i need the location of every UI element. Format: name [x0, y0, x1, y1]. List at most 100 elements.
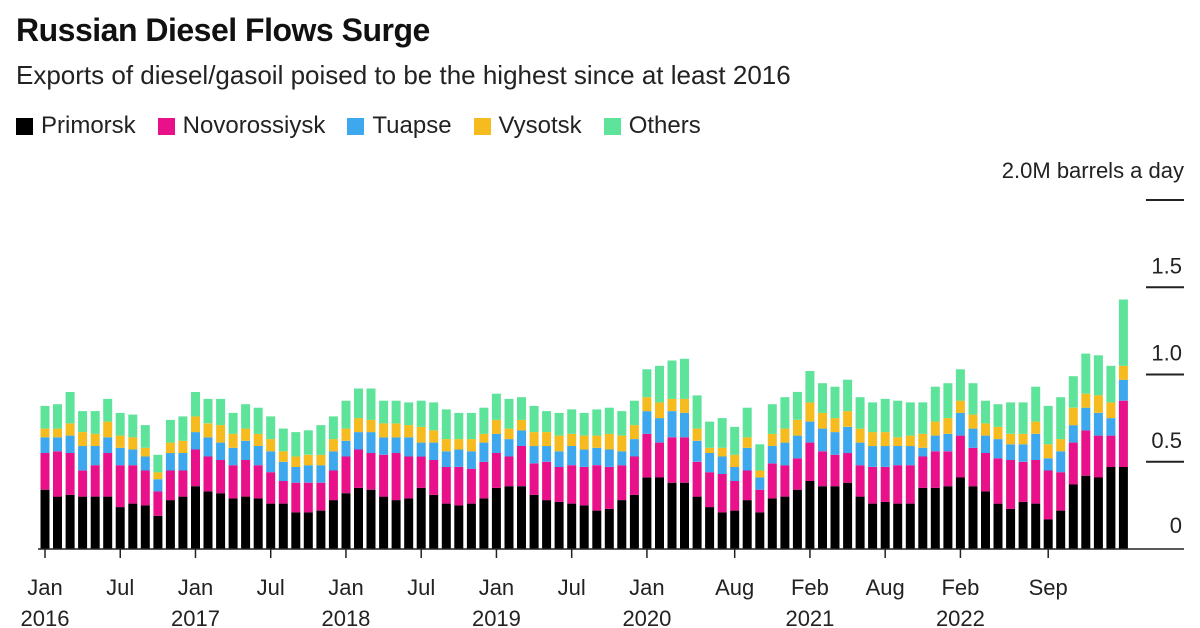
bar-segment-primorsk [203, 491, 213, 549]
bar-segment-tuapse [140, 456, 150, 471]
bar-segment-others [981, 400, 990, 424]
bar-segment-vysotsk [291, 456, 301, 467]
bar-segment-others [228, 412, 238, 434]
x-tick-label-month: Jul [257, 575, 285, 600]
bar-segment-novorossiysk [918, 456, 928, 488]
bar-segment-primorsk [1006, 508, 1016, 549]
bar-segment-tuapse [278, 461, 288, 481]
bar-segment-novorossiysk [1081, 430, 1091, 476]
bar-segment-vysotsk [918, 433, 928, 448]
legend-swatch-primorsk [16, 117, 33, 135]
bar-segment-primorsk [604, 508, 614, 549]
bar-segment-novorossiysk [53, 451, 62, 497]
bar-segment-tuapse [893, 446, 903, 466]
bar-segment-others [404, 402, 414, 426]
x-tick-label-month: Jan [629, 575, 664, 600]
bar-segment-vysotsk [466, 439, 476, 452]
bar-segment-others [1056, 397, 1066, 440]
bar-segment-primorsk [140, 505, 150, 549]
bar-segment-novorossiysk [128, 465, 138, 504]
bar-segment-tuapse [742, 447, 752, 471]
bar-segment-vysotsk [328, 439, 338, 452]
bar-segment-novorossiysk [529, 463, 539, 495]
x-tick-label-year: 2021 [785, 606, 834, 628]
bar-segment-vysotsk [667, 398, 677, 412]
bar-segment-others [905, 402, 915, 436]
bar-segment-tuapse [1081, 407, 1091, 431]
bar-segment-primorsk [266, 503, 276, 549]
bar-segment-primorsk [366, 489, 376, 549]
bar-segment-vysotsk [1006, 433, 1016, 445]
bar-segment-others [266, 416, 276, 440]
bar-segment-others [303, 430, 313, 455]
bar-segment-others [1043, 405, 1053, 445]
bar-segment-novorossiysk [216, 460, 226, 494]
bar-segment-primorsk [830, 486, 840, 549]
legend-item-tuapse: Tuapse [347, 112, 452, 140]
bar-segment-novorossiysk [730, 480, 740, 511]
bar-segment-novorossiysk [880, 467, 890, 502]
bar-segment-tuapse [868, 446, 878, 467]
bar-segment-vysotsk [730, 454, 740, 467]
bar-segment-tuapse [604, 449, 614, 467]
bar-segment-primorsk [592, 510, 602, 549]
bar-segment-others [604, 407, 614, 434]
bar-segment-vysotsk [429, 430, 439, 443]
bar-segment-vysotsk [617, 435, 627, 452]
bar-segment-vysotsk [1056, 439, 1066, 452]
bar-segment-primorsk [617, 500, 627, 549]
bar-segment-novorossiysk [103, 453, 113, 497]
x-tick-label-month: Jul [407, 575, 435, 600]
bar-segment-novorossiysk [780, 465, 790, 497]
bar-segment-tuapse [454, 449, 464, 467]
y-tick-label: 1.0 [1151, 341, 1182, 366]
bar-segment-others [1031, 386, 1041, 422]
legend-label-novorossiysk: Novorossiysk [182, 112, 326, 139]
bar-segment-novorossiysk [554, 467, 564, 502]
bar-segment-others [115, 412, 125, 436]
bar-segment-vysotsk [454, 439, 464, 450]
bar-segment-others [90, 411, 100, 434]
bar-segment-vysotsk [241, 428, 251, 441]
bar-segment-vysotsk [893, 437, 903, 446]
bar-segment-novorossiysk [416, 456, 426, 488]
bar-segment-novorossiysk [90, 465, 100, 497]
bar-segment-vysotsk [303, 454, 313, 466]
bar-segment-primorsk [416, 487, 426, 549]
bar-segment-primorsk [843, 482, 853, 549]
bar-segment-vysotsk [517, 419, 526, 431]
bar-segment-others [391, 400, 401, 424]
bar-segment-vysotsk [228, 433, 238, 448]
legend-item-others: Others [603, 112, 701, 140]
bar-segment-vysotsk [805, 402, 815, 422]
bar-segment-primorsk [153, 515, 163, 549]
bar-segment-primorsk [629, 494, 639, 549]
bar-segment-primorsk [655, 477, 664, 549]
bar-segment-others [165, 419, 175, 443]
bar-segment-vysotsk [379, 423, 389, 438]
bar-segment-others [191, 392, 200, 417]
bar-segment-others [843, 379, 853, 412]
bar-segment-others [692, 395, 702, 429]
bar-segment-tuapse [328, 451, 338, 471]
bar-segment-primorsk [53, 496, 62, 549]
bar-segment-vysotsk [629, 425, 639, 440]
bar-segment-tuapse [805, 421, 815, 443]
bar-segment-tuapse [830, 432, 840, 455]
bar-segment-vysotsk [53, 428, 62, 438]
bar-segment-vysotsk [504, 428, 514, 440]
bar-segment-tuapse [266, 451, 276, 473]
bar-segment-primorsk [404, 498, 414, 549]
bar-segment-others [1118, 299, 1128, 366]
bar-segment-tuapse [1056, 451, 1066, 473]
bar-segment-others [742, 407, 752, 438]
bar-segment-tuapse [792, 435, 802, 459]
bar-segment-primorsk [228, 498, 238, 549]
bar-segment-novorossiysk [755, 489, 765, 513]
bar-segment-tuapse [441, 451, 451, 467]
bar-segment-others [667, 360, 677, 399]
bar-segment-primorsk [454, 505, 464, 549]
bar-segment-tuapse [1068, 425, 1078, 443]
bar-segment-novorossiysk [943, 451, 953, 487]
bar-segment-tuapse [1031, 433, 1041, 460]
